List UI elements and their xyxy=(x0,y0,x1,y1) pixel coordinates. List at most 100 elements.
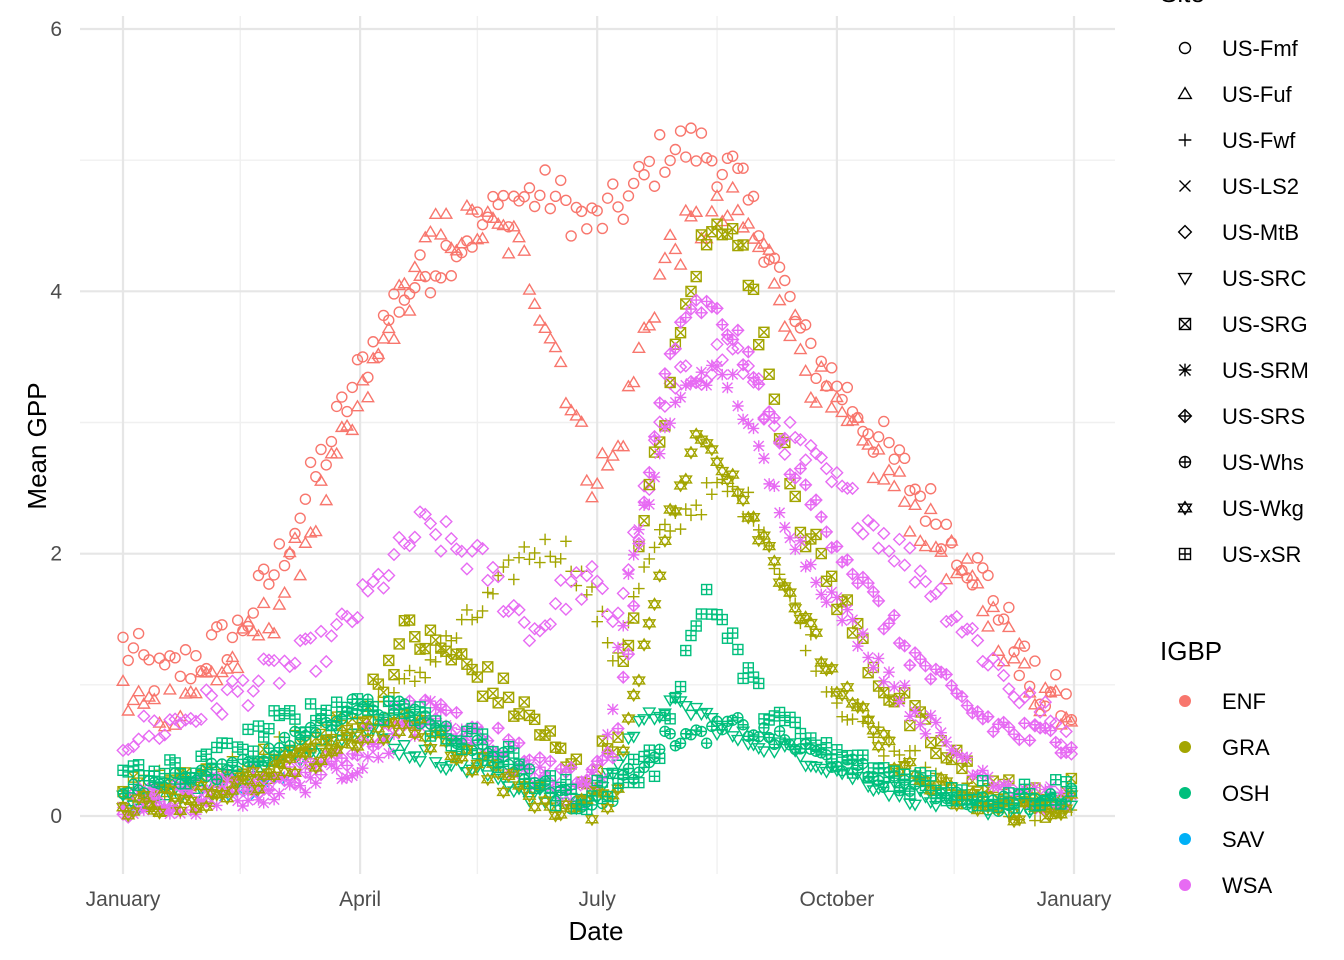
data-point xyxy=(726,627,739,639)
y-tick-labels: 0 2 4 6 xyxy=(50,18,62,828)
data-point xyxy=(716,723,728,736)
data-point xyxy=(298,536,313,548)
data-point xyxy=(887,479,902,492)
data-point xyxy=(433,227,448,240)
data-point xyxy=(289,769,301,781)
data-point xyxy=(267,768,282,783)
data-point xyxy=(303,525,318,538)
data-point xyxy=(751,743,766,755)
data-point xyxy=(309,664,323,678)
legend-key-us-srs xyxy=(1177,408,1193,424)
data-point xyxy=(773,261,786,273)
legend-key-us-whs xyxy=(1178,455,1192,469)
data-point xyxy=(377,714,390,726)
data-point xyxy=(850,411,865,423)
data-point xyxy=(257,797,270,809)
data-point xyxy=(659,518,671,531)
data-point xyxy=(163,713,177,727)
data-point xyxy=(638,514,650,527)
data-point xyxy=(732,162,744,175)
data-point xyxy=(173,803,188,818)
data-point xyxy=(678,203,693,216)
data-point xyxy=(951,747,963,760)
data-point xyxy=(1017,716,1032,730)
data-point xyxy=(680,503,692,515)
data-point xyxy=(346,708,358,720)
data-point xyxy=(690,620,702,632)
data-point xyxy=(257,755,270,767)
data-point xyxy=(376,732,391,747)
data-point xyxy=(704,442,719,457)
data-point xyxy=(345,423,360,436)
data-point xyxy=(501,246,516,259)
data-point xyxy=(409,631,421,643)
data-point xyxy=(486,560,500,575)
data-point xyxy=(945,744,958,756)
data-point xyxy=(225,783,240,798)
series-us-mtb xyxy=(116,332,1079,761)
data-point xyxy=(762,539,777,554)
data-point xyxy=(737,239,749,251)
data-point xyxy=(737,162,749,174)
data-point xyxy=(767,419,782,433)
data-point xyxy=(664,376,676,389)
data-point xyxy=(805,337,817,350)
data-point xyxy=(674,737,687,749)
data-point xyxy=(423,224,438,237)
data-point xyxy=(1055,786,1067,799)
data-point xyxy=(574,592,589,607)
data-point xyxy=(674,523,687,535)
data-point xyxy=(355,373,370,386)
data-point xyxy=(211,621,223,633)
data-point xyxy=(383,314,395,326)
data-point xyxy=(612,201,624,213)
data-point xyxy=(788,308,803,321)
data-point xyxy=(471,671,484,683)
data-point xyxy=(919,728,932,740)
data-point xyxy=(465,202,480,215)
data-point xyxy=(115,800,131,815)
data-point xyxy=(157,728,172,742)
data-point xyxy=(815,588,828,601)
data-point xyxy=(512,603,526,617)
data-point xyxy=(283,659,297,674)
data-point xyxy=(695,508,708,521)
data-point xyxy=(376,331,391,344)
data-point xyxy=(522,633,537,648)
data-point xyxy=(829,390,844,403)
data-point xyxy=(1008,802,1020,814)
data-point xyxy=(892,464,907,477)
data-point xyxy=(310,777,322,789)
data-point xyxy=(695,366,708,378)
data-point xyxy=(803,390,818,403)
data-point xyxy=(986,600,1001,613)
data-point xyxy=(205,764,218,776)
data-point xyxy=(736,220,751,233)
data-point xyxy=(303,740,318,755)
data-point xyxy=(753,731,765,743)
data-point xyxy=(350,399,365,412)
data-point xyxy=(496,604,511,619)
data-point xyxy=(491,721,505,735)
data-point xyxy=(393,638,405,650)
data-point xyxy=(263,742,275,754)
data-point xyxy=(690,376,702,388)
data-point xyxy=(246,624,261,637)
data-point xyxy=(392,724,407,739)
data-point xyxy=(185,672,197,685)
data-point xyxy=(684,709,698,722)
data-point xyxy=(549,190,562,203)
data-point xyxy=(131,732,146,746)
data-point xyxy=(955,625,969,639)
data-point xyxy=(539,533,551,546)
data-point xyxy=(626,375,641,388)
data-point xyxy=(923,589,938,604)
data-point xyxy=(711,360,723,372)
data-point xyxy=(674,125,687,137)
data-point xyxy=(392,749,407,762)
data-point xyxy=(262,782,276,797)
data-point xyxy=(287,765,302,780)
data-point xyxy=(538,321,553,334)
data-point xyxy=(809,625,824,640)
data-point xyxy=(616,439,631,452)
